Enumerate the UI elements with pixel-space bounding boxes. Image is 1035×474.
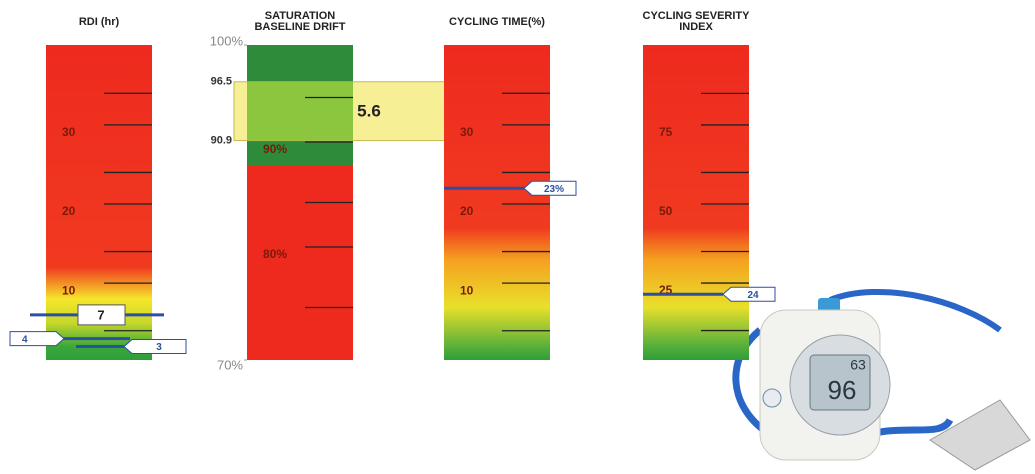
gauge-bar [643,45,749,360]
tick-label: 20 [460,204,474,218]
spo2-reading: 96 [828,375,857,405]
tick-label: 30 [62,125,76,139]
marker-label: 7 [97,307,104,322]
gauge-title: BASELINE DRIFT [254,21,345,33]
band-low-label: 90.9 [211,134,232,146]
gauge-title: CYCLING SEVERITY [643,10,751,22]
pulse-reading: 63 [850,357,866,373]
gauge-title: INDEX [679,21,713,33]
tick-label: 10 [62,283,76,297]
marker-flag [123,339,187,355]
screen [809,354,871,411]
marker-label: 3 [156,342,162,353]
button [762,388,782,408]
marker-flag [722,286,776,302]
marker-label: 4 [22,334,28,345]
tick-label: 80% [263,247,287,261]
band-high-label: 96.5 [211,76,232,88]
marker-flag [9,331,65,347]
drift-band-inner [247,81,353,141]
gauge-bar [444,45,550,360]
tick-label: 70% [217,357,243,372]
pulse-oximeter: 63 96 [732,288,1031,471]
gauge-title: CYCLING TIME(%) [449,16,545,28]
tick-label: 100% [210,33,244,48]
tick-label: 50 [659,204,673,218]
cable [828,288,1002,333]
marker-label: 23% [544,184,564,195]
tick-label: 75 [659,125,673,139]
marker-box [77,304,126,326]
marker-label: 24 [747,290,759,301]
tick-label: 30 [460,125,474,139]
sensor [929,399,1031,471]
tick-label: 90% [263,142,287,156]
gauge-title: SATURATION [265,10,336,22]
gauge-title: RDI (hr) [79,16,120,28]
tick-label: 10 [460,283,474,297]
tick-label: 20 [62,204,76,218]
drift-value: 5.6 [357,102,381,121]
marker-flag [523,180,577,196]
